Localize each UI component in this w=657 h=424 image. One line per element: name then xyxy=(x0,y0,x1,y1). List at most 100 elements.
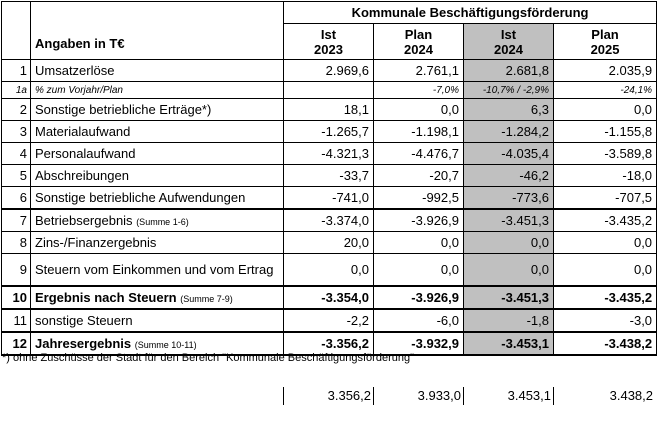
value-cell: 2.035,9 xyxy=(552,59,657,82)
data-row: 6 Sonstige betriebliche Aufwendungen -741,… xyxy=(1,186,657,210)
value-cell: -3.926,9 xyxy=(373,208,464,232)
row-number: 1 xyxy=(1,59,31,82)
row-label: Materialaufwand xyxy=(30,120,284,143)
value-cell: -3.438,2 xyxy=(552,331,657,356)
group-title: Kommunale Beschäftigungsförderung xyxy=(282,1,657,24)
data-row: 11 sonstige Steuern -2,2 -6,0 -1,8 -3,0 xyxy=(1,308,657,333)
row-number: 4 xyxy=(1,142,31,165)
value-cell: -3,0 xyxy=(552,308,657,333)
value-cell: 0,0 xyxy=(552,98,657,121)
value-cell: 0,0 xyxy=(373,98,464,121)
value-cell xyxy=(283,81,374,99)
value-cell: -3.354,0 xyxy=(283,285,374,310)
value-cell: -741,0 xyxy=(283,186,374,210)
column-header-line: 2023 xyxy=(314,41,343,57)
row-label-text: Sonstige betriebliche Aufwendungen xyxy=(35,190,246,205)
value-cell: 0,0 xyxy=(552,231,657,254)
row-label: Personalaufwand xyxy=(30,142,284,165)
row-label-text: % zum Vorjahr/Plan xyxy=(35,84,123,96)
value-cell: 0,0 xyxy=(373,253,464,287)
column-header-line: 2024 xyxy=(494,41,523,57)
results-table: Angaben in T€ Kommunale Beschäftigungsfö… xyxy=(1,1,657,356)
value-cell: -773,6 xyxy=(463,186,554,210)
check-value: 3.453,1 xyxy=(463,387,551,405)
row-label-note: (Summe 10-11) xyxy=(134,340,197,350)
value-cell: 0,0 xyxy=(373,231,464,254)
value-cell: 20,0 xyxy=(283,231,374,254)
value-cell: -3.926,9 xyxy=(373,285,464,310)
value-cell: 0,0 xyxy=(552,253,657,287)
row-label: Ergebnis nach Steuern (Summe 7-9) xyxy=(30,285,284,310)
row-label-text: sonstige Steuern xyxy=(35,313,133,328)
value-cell: 0,0 xyxy=(463,231,554,254)
data-row: 4 Personalaufwand -4.321,3 -4.476,7 -4.035,4… xyxy=(1,142,657,165)
row-label-text: Betriebsergebnis xyxy=(35,213,133,228)
value-cell: -707,5 xyxy=(552,186,657,210)
row-label-text: Steuern vom Einkommen und vom Ertrag xyxy=(35,262,274,277)
value-cell: -6,0 xyxy=(373,308,464,333)
value-cell: 6,3 xyxy=(463,98,554,121)
value-cell: 0,0 xyxy=(283,253,374,287)
check-value: 3.438,2 xyxy=(553,387,653,405)
data-row: 3 Materialaufwand -1.265,7 -1.198,1 -1.284,2… xyxy=(1,120,657,143)
data-row: 12 Jahresergebnis (Summe 10-11) -3.356,2 -3… xyxy=(1,331,657,356)
value-cell: -24,1% xyxy=(552,81,657,99)
row-label-text: Zins-/Finanzergebnis xyxy=(35,235,157,250)
value-cell: -20,7 xyxy=(373,164,464,187)
header-row: Angaben in T€ Kommunale Beschäftigungsfö… xyxy=(1,1,657,60)
value-cell: 2.761,1 xyxy=(373,59,464,82)
value-cell: 2.681,8 xyxy=(463,59,554,82)
data-row: 7 Betriebsergebnis (Summe 1-6) -3.374,0 -3.… xyxy=(1,208,657,232)
column-header-line: 2025 xyxy=(590,41,620,57)
value-cell: -3.451,3 xyxy=(463,285,554,310)
data-row: 10 Ergebnis nach Steuern (Summe 7-9) -3.35… xyxy=(1,285,657,310)
value-cell: -1.198,1 xyxy=(373,120,464,143)
value-cell: -3.435,2 xyxy=(552,208,657,232)
value-cell: -10,7% / -2,9% xyxy=(463,81,554,99)
value-cell: -3.932,9 xyxy=(373,331,464,356)
column-header-line: Plan xyxy=(404,26,433,42)
row-number: 9 xyxy=(1,253,31,287)
value-cell: -3.589,8 xyxy=(552,142,657,165)
check-row: 3.356,2 3.933,0 3.453,1 3.438,2 xyxy=(0,387,657,405)
column-header-row: Ist 2023 Plan 2024 Ist 2024 Plan 2025 xyxy=(2,23,657,60)
row-number: 6 xyxy=(1,186,31,210)
table-body: Angaben in T€ Kommunale Beschäftigungsfö… xyxy=(1,1,657,356)
column-header: Plan 2025 xyxy=(552,23,657,60)
value-cell: -1.284,2 xyxy=(463,120,554,143)
row-number: 7 xyxy=(1,208,31,232)
value-cell: -4.035,4 xyxy=(463,142,554,165)
value-cell: -33,7 xyxy=(283,164,374,187)
value-cell: -7,0% xyxy=(373,81,464,99)
data-row: 2 Sonstige betriebliche Erträge*) 18,1 0,0 6… xyxy=(1,98,657,121)
value-cell: -4.476,7 xyxy=(373,142,464,165)
data-row: 5 Abschreibungen -33,7 -20,7 -46,2 -18,0 xyxy=(1,164,657,187)
value-cell: -2,2 xyxy=(283,308,374,333)
value-cell: -1,8 xyxy=(463,308,554,333)
value-cell: -3.356,2 xyxy=(283,331,374,356)
row-number: 2 xyxy=(1,98,31,121)
row-label: Sonstige betriebliche Erträge*) xyxy=(30,98,284,121)
value-cell: -46,2 xyxy=(463,164,554,187)
row-label: % zum Vorjahr/Plan xyxy=(30,81,284,99)
check-value: 3.356,2 xyxy=(283,387,371,405)
column-header: Ist 2024 xyxy=(463,23,554,60)
column-header-line: Ist xyxy=(320,26,337,42)
row-label: Betriebsergebnis (Summe 1-6) xyxy=(30,208,284,232)
row-number: 11 xyxy=(1,308,31,333)
row-label-text: Abschreibungen xyxy=(35,168,129,183)
row-label: Sonstige betriebliche Aufwendungen xyxy=(30,186,284,210)
value-cell: -18,0 xyxy=(552,164,657,187)
column-header-line: Plan xyxy=(591,26,619,42)
corner xyxy=(1,1,31,60)
row-number: 10 xyxy=(1,285,31,310)
row-label: Steuern vom Einkommen und vom Ertrag xyxy=(30,253,284,287)
row-label: Abschreibungen xyxy=(30,164,284,187)
value-cell: 18,1 xyxy=(283,98,374,121)
value-cell: 2.969,6 xyxy=(283,59,374,82)
value-cell: -4.321,3 xyxy=(283,142,374,165)
row-label-text: Umsatzerlöse xyxy=(35,63,115,78)
row-label-text: Personalaufwand xyxy=(35,146,136,161)
row-number: 5 xyxy=(1,164,31,187)
